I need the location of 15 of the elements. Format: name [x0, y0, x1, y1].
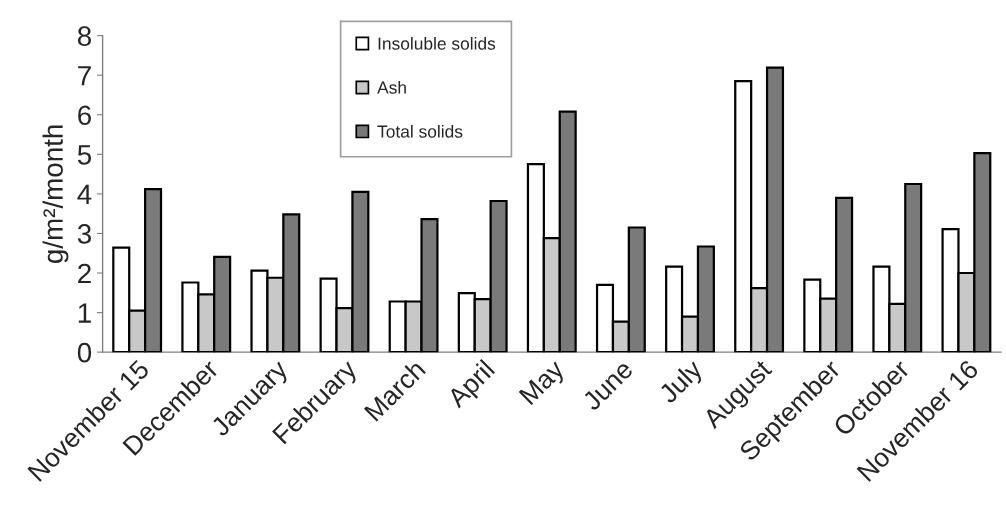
- x-tick-label: May: [518, 358, 570, 409]
- y-tick-label: 1: [78, 303, 91, 323]
- y-tick-label: 8: [77, 26, 91, 46]
- legend-label: Ash: [377, 80, 406, 94]
- y-tick-label: 0: [77, 342, 92, 363]
- y-tick-label: 5: [77, 145, 92, 165]
- y-axis-title: g/m²/month: [42, 125, 69, 263]
- y-tick-label: 4: [77, 184, 92, 204]
- y-tick-label: 3: [77, 224, 91, 244]
- legend-label: Total solids: [377, 124, 463, 138]
- y-tick-label: 7: [78, 66, 91, 86]
- x-tick-label: July: [657, 357, 708, 408]
- y-tick-label: 6: [78, 105, 91, 126]
- legend-label: Insoluble solids: [378, 37, 496, 50]
- y-tick-label: 2: [78, 263, 91, 284]
